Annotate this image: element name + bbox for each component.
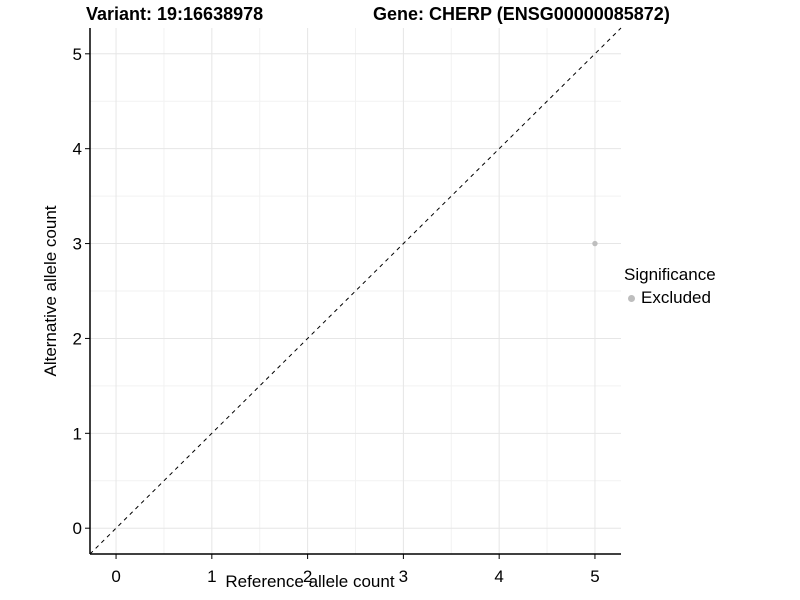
legend-key-dot-icon	[628, 294, 635, 302]
y-tick-label: 5	[73, 45, 82, 64]
plot-title-variant: Variant: 19:16638978	[86, 4, 264, 24]
x-tick-label: 3	[399, 567, 408, 586]
legend-item-label: Excluded	[641, 288, 711, 307]
y-tick-label: 1	[73, 424, 82, 443]
x-axis-title: Reference allele count	[225, 572, 395, 591]
x-tick-label: 2	[303, 567, 312, 586]
legend: Significance Excluded	[624, 265, 716, 308]
y-tick-label: 2	[73, 329, 82, 348]
x-tick-label: 4	[494, 567, 503, 586]
data-point	[592, 240, 598, 247]
x-tick-label: 1	[207, 567, 216, 586]
legend-item-excluded: Excluded	[624, 288, 716, 308]
x-tick-label: 0	[111, 567, 120, 586]
y-axis-title: Alternative allele count	[41, 205, 60, 377]
x-tick-label: 5	[590, 567, 599, 586]
y-tick-label: 3	[73, 235, 82, 254]
legend-title: Significance	[624, 265, 716, 284]
plot-title-gene: Gene: CHERP (ENSG00000085872)	[373, 4, 670, 24]
y-tick-label: 0	[73, 519, 82, 538]
y-tick-label: 4	[73, 140, 82, 159]
